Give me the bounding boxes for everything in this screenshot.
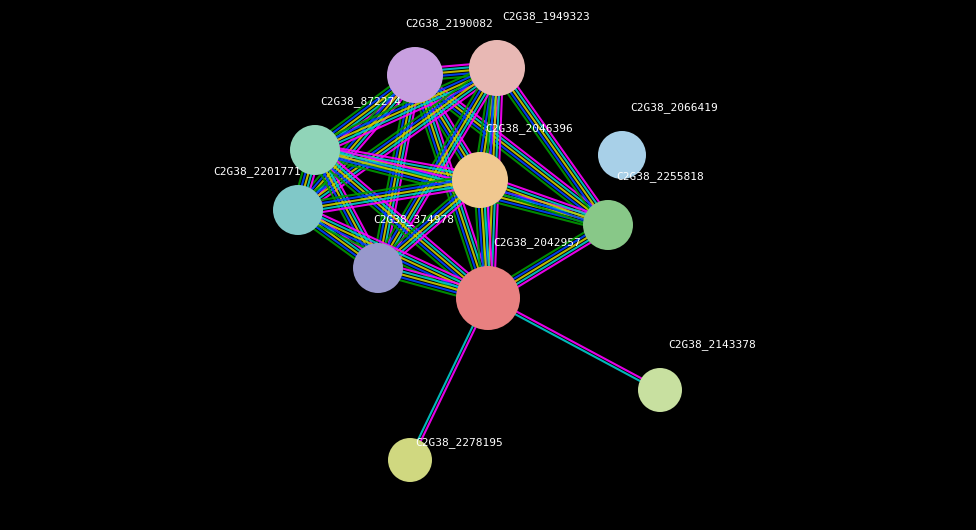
Text: C2G38_374978: C2G38_374978 — [373, 214, 454, 225]
Circle shape — [469, 40, 525, 96]
Text: C2G38_2255818: C2G38_2255818 — [616, 171, 704, 182]
Text: C2G38_2201771: C2G38_2201771 — [213, 166, 301, 177]
Circle shape — [598, 131, 646, 179]
Circle shape — [638, 368, 682, 412]
Text: C2G38_2046396: C2G38_2046396 — [485, 123, 573, 134]
Circle shape — [353, 243, 403, 293]
Circle shape — [290, 125, 340, 175]
Circle shape — [387, 47, 443, 103]
Circle shape — [456, 266, 520, 330]
Text: C2G38_2042957: C2G38_2042957 — [493, 237, 581, 248]
Text: C2G38_1949323: C2G38_1949323 — [502, 11, 590, 22]
Circle shape — [273, 185, 323, 235]
Text: C2G38_2190082: C2G38_2190082 — [405, 18, 493, 29]
Text: C2G38_2143378: C2G38_2143378 — [668, 339, 755, 350]
Text: C2G38_872274: C2G38_872274 — [320, 96, 401, 107]
Text: C2G38_2278195: C2G38_2278195 — [415, 437, 503, 448]
Text: C2G38_2066419: C2G38_2066419 — [630, 102, 717, 113]
Circle shape — [583, 200, 633, 250]
Circle shape — [388, 438, 432, 482]
Circle shape — [452, 152, 508, 208]
